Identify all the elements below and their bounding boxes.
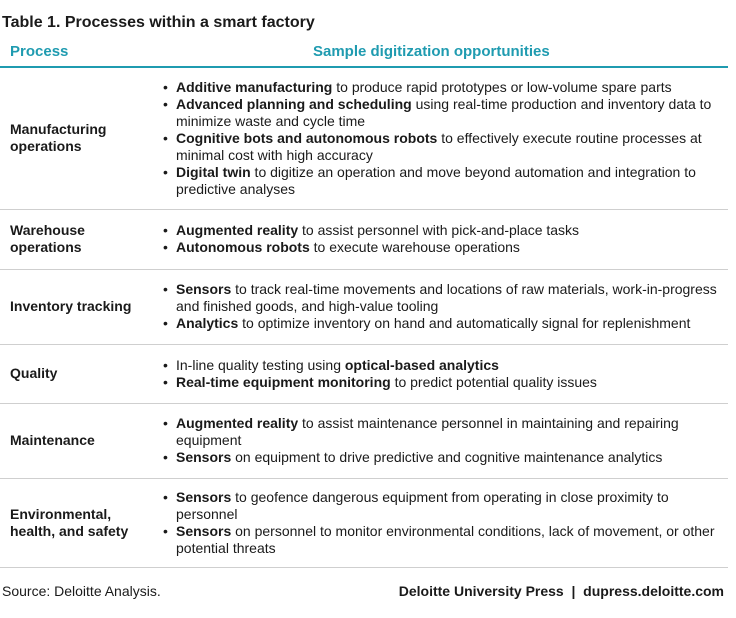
process-cell: Quality: [0, 344, 151, 404]
bold-text: Augmented reality: [176, 222, 299, 238]
text: using real-time production and inventory…: [176, 95, 712, 129]
bold-text: Sensors: [176, 449, 232, 465]
bold-text: Analytics: [176, 315, 239, 331]
process-cell: Environmental, health, and safety: [0, 478, 151, 568]
opportunities-cell: Additive manufacturing to produce rapid …: [151, 67, 728, 210]
bold-text: Sensors: [176, 281, 232, 297]
bold-text: Real-time equipment monitoring: [176, 373, 391, 390]
bullet-item: In-line quality testing using optical-ba…: [163, 356, 728, 374]
opportunities-cell: Augmented reality to assist personnel wi…: [151, 209, 728, 270]
bullet-list: In-line quality testing using optical-ba…: [163, 357, 728, 391]
bullet-item: Cognitive bots and autonomous robots to …: [163, 129, 728, 164]
table: Process Sample digitization opportunitie…: [0, 40, 728, 568]
text: to geofence dangerous equipment from ope…: [176, 488, 669, 522]
text: to effectively execute routine processes…: [176, 129, 702, 163]
text: to predict potential quality issues: [390, 373, 597, 390]
process-cell: Manufacturing operations: [0, 67, 151, 210]
bullet-item: Analytics to optimize inventory on hand …: [163, 315, 728, 332]
bold-text: Sensors: [176, 488, 232, 505]
text: to assist maintenance personnel in maint…: [176, 415, 679, 448]
table-row: Quality In-line quality testing using opt…: [0, 344, 728, 404]
header-cell: Process: [0, 40, 151, 68]
table-row: Inventory tracking Sensors to track real-…: [0, 269, 728, 345]
bullet-item: Sensors on equipment to drive predictive…: [163, 449, 728, 466]
source-note: Source: Deloitte Analysis.: [2, 583, 161, 599]
credit: Deloitte University Press | dupress.delo…: [398, 583, 724, 599]
bold-text: Additive manufacturing: [176, 78, 333, 95]
bullet-item: Augmented reality to assist maintenance …: [163, 415, 728, 449]
table-row: Warehouse operations Augmented reality to…: [0, 209, 728, 270]
bullet-list: Additive manufacturing to produce rapid …: [163, 79, 728, 198]
process-cell: Warehouse operations: [0, 209, 151, 270]
bullet-item: Digital twin to digitize an operation an…: [163, 163, 728, 198]
text: to track real-time movements and locatio…: [176, 281, 717, 314]
bullet-list: Sensors to geofence dangerous equipment …: [163, 489, 728, 557]
bullet-item: Sensors on personnel to monitor environm…: [163, 522, 728, 557]
table-row: Environmental, health, and safety Sensors…: [0, 478, 728, 568]
text: to optimize inventory on hand and automa…: [238, 315, 691, 331]
opportunities-cell: Augmented reality to assist maintenance …: [151, 403, 728, 479]
text: to execute warehouse operations: [309, 239, 520, 255]
header-row: Process Sample digitization opportunitie…: [0, 40, 728, 68]
table-title: Table 1. Processes within a smart factor…: [2, 14, 315, 31]
process-cell: Inventory tracking: [0, 269, 151, 345]
opportunities-cell: In-line quality testing using optical-ba…: [151, 344, 728, 404]
text: to assist personnel with pick-and-place …: [298, 222, 580, 238]
table-body: Manufacturing operations Additive manufac…: [0, 67, 728, 568]
table-row: Maintenance Augmented reality to assist m…: [0, 403, 728, 479]
bullet-list: Augmented reality to assist personnel wi…: [163, 222, 728, 256]
text: on personnel to monitor environmental co…: [176, 522, 715, 556]
bold-text: Cognitive bots and autonomous robots: [176, 129, 438, 146]
opportunities-cell: Sensors to track real-time movements and…: [151, 269, 728, 345]
bold-text: Sensors: [176, 522, 232, 539]
text: to digitize an operation and move beyond…: [176, 163, 696, 197]
header-cell: Sample digitization opportunities: [151, 40, 728, 68]
bold-text: Digital twin: [176, 163, 251, 180]
bullet-list: Augmented reality to assist maintenance …: [163, 415, 728, 466]
bullet-item: Sensors to track real-time movements and…: [163, 281, 728, 315]
process-cell: Maintenance: [0, 403, 151, 479]
opportunities-cell: Sensors to geofence dangerous equipment …: [151, 478, 728, 568]
bold-text: optical-based analytics: [344, 356, 499, 373]
bold-text: Augmented reality: [176, 415, 299, 431]
bold-text: Advanced planning and scheduling: [176, 95, 412, 112]
bullet-list: Sensors to track real-time movements and…: [163, 281, 728, 332]
bullet-item: Real-time equipment monitoring to predic…: [163, 373, 728, 391]
text: In-line quality testing using: [176, 356, 345, 373]
bullet-item: Sensors to geofence dangerous equipment …: [163, 488, 728, 523]
bullet-item: Autonomous robots to execute warehouse o…: [163, 239, 728, 256]
bullet-item: Augmented reality to assist personnel wi…: [163, 222, 728, 239]
table-row: Manufacturing operations Additive manufac…: [0, 67, 728, 210]
text: to produce rapid prototypes or low-volum…: [332, 78, 672, 95]
bullet-item: Advanced planning and scheduling using r…: [163, 95, 728, 130]
bullet-item: Additive manufacturing to produce rapid …: [163, 78, 728, 96]
text: on equipment to drive predictive and cog…: [231, 449, 663, 465]
bold-text: Autonomous robots: [176, 239, 310, 255]
